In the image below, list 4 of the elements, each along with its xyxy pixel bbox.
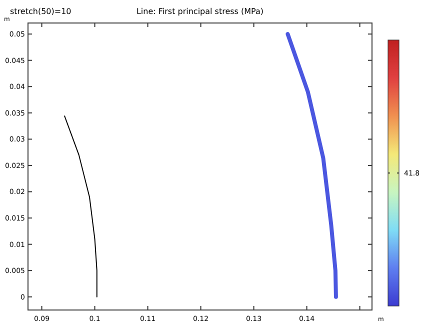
chart-title: Line: First principal stress (MPa) — [136, 7, 264, 16]
text: stretch(50)=10 — [10, 7, 72, 16]
line-series — [286, 32, 338, 299]
line-series — [64, 116, 98, 298]
